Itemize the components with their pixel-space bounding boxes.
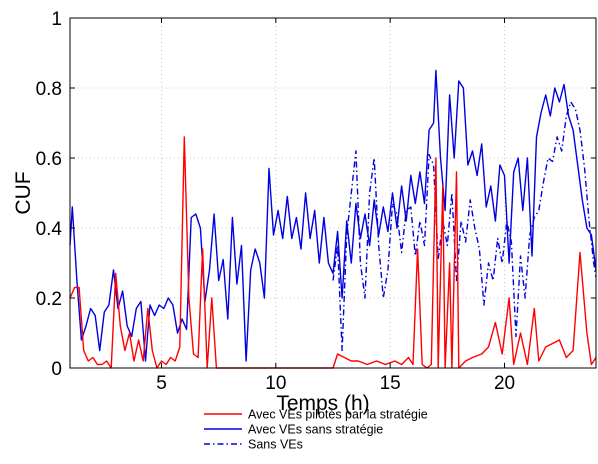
y-tick-label: 0.2 bbox=[36, 289, 62, 310]
x-tick-label: 15 bbox=[380, 373, 401, 394]
legend-label-1: Avec VEs sans stratégie bbox=[248, 423, 383, 437]
y-axis-label: CUF bbox=[12, 171, 35, 214]
x-axis-label: Temps (h) bbox=[276, 392, 369, 415]
ticks: 5 10 15 20 0 0.2 0.4 0.6 0.8 1 bbox=[36, 9, 596, 394]
y-tick-label: 0.8 bbox=[36, 79, 62, 100]
y-tick-label: 1 bbox=[51, 9, 62, 30]
plot-frame bbox=[69, 17, 597, 369]
legend-label-2: Sans VEs bbox=[248, 438, 303, 452]
series-layer bbox=[69, 69, 597, 369]
series-line-2 bbox=[332, 101, 597, 352]
y-tick-label: 0.4 bbox=[36, 219, 63, 240]
x-tick-label: 5 bbox=[156, 373, 167, 394]
y-tick-label: 0.6 bbox=[36, 149, 62, 170]
y-tick-label: 0 bbox=[51, 359, 62, 380]
series-line-0 bbox=[69, 136, 597, 369]
x-tick-label: 20 bbox=[494, 373, 515, 394]
legend-label-0: Avec VEs pilotés par la stratégie bbox=[248, 408, 428, 422]
series-line-1 bbox=[69, 69, 597, 362]
x-tick-label: 10 bbox=[265, 373, 286, 394]
